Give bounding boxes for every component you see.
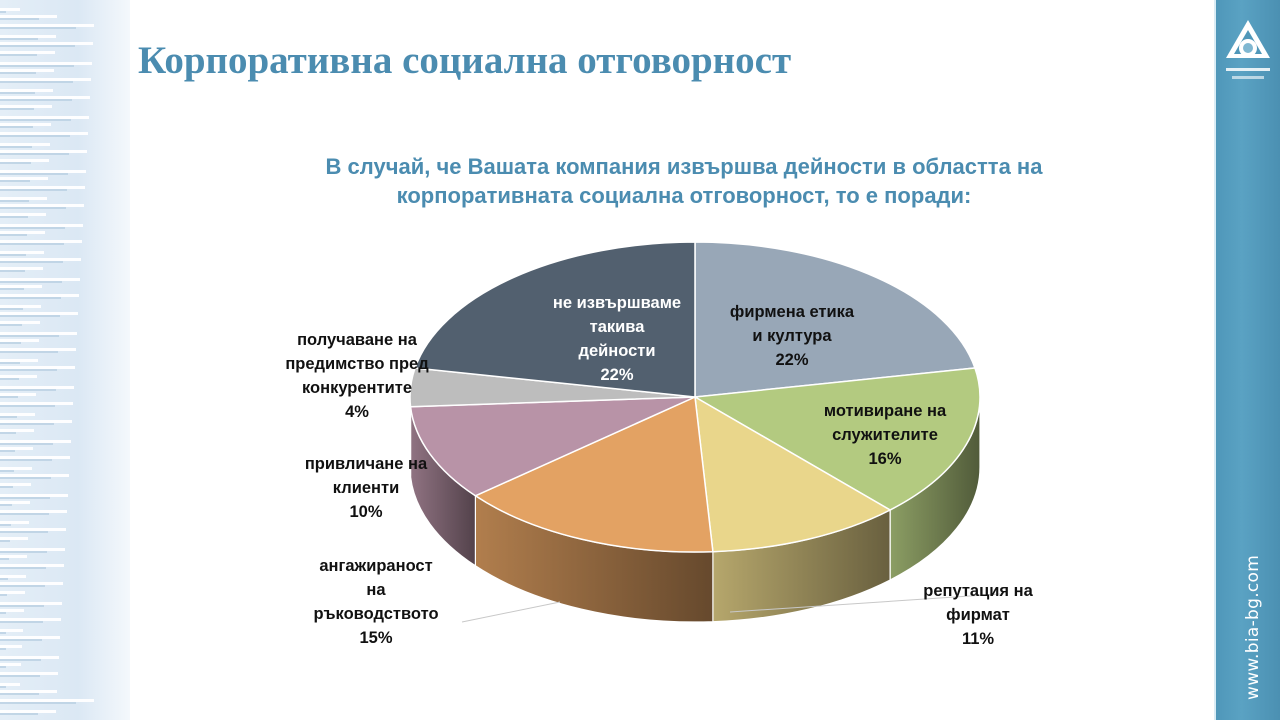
pie-slice-6 (414, 241, 696, 398)
slice-label-6: не извършваме такива дейности 22% (553, 294, 681, 384)
pie-slice-4 (409, 396, 696, 497)
slice-label-5: получаване на предимство пред конкурентите… (285, 331, 429, 421)
slice-label-0: фирмена етика и култура 22% (730, 303, 855, 369)
slice-label-4: привличане на клиенти 10% (305, 455, 428, 521)
slice-label-2: репутация на фирмат 11% (923, 582, 1033, 648)
pie-slice-1 (692, 367, 981, 511)
pie-slice-0 (694, 241, 976, 398)
right-sidebar (1214, 0, 1280, 720)
chart-title: В случай, че Вашата компания извършва де… (325, 154, 1043, 208)
pie-slice-2 (694, 395, 892, 553)
stripes-decoration (0, 8, 94, 715)
leader-line-2 (729, 593, 1001, 613)
bia-logo-icon (1226, 20, 1270, 79)
pie-slice-3 (473, 395, 714, 553)
page-title: Корпоративна социална отговорност (138, 39, 792, 82)
slice-label-3: ангажираност на ръководството 15% (313, 557, 438, 647)
slice-label-1: мотивиране на служителите 16% (824, 402, 947, 468)
leader-line-3 (461, 601, 561, 623)
left-decoration (0, 0, 130, 720)
